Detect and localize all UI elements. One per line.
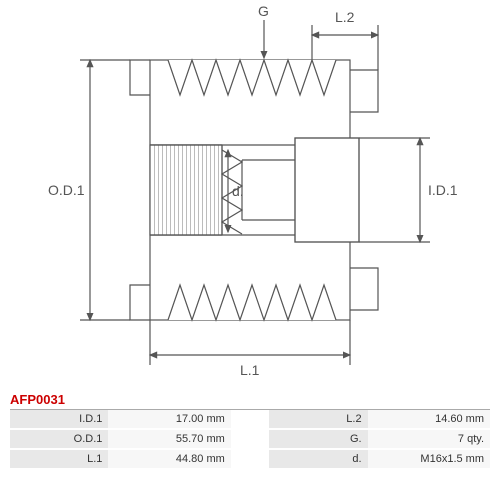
table-row: L.1 44.80 mm d. M16x1.5 mm <box>10 449 490 468</box>
spec-value: M16x1.5 mm <box>368 449 490 468</box>
spec-label: L.2 <box>269 410 367 429</box>
label-g: G <box>258 3 269 19</box>
spec-value: 17.00 mm <box>108 410 230 429</box>
label-l2: L.2 <box>335 9 355 25</box>
label-id1: I.D.1 <box>428 182 458 198</box>
spec-label: O.D.1 <box>10 429 108 449</box>
page-container: G L.2 O.D.1 d. I.D.1 L.1 AFP0031 I.D.1 1… <box>0 0 500 500</box>
label-od1: O.D.1 <box>48 182 85 198</box>
spec-label: G. <box>269 429 367 449</box>
table-row: O.D.1 55.70 mm G. 7 qty. <box>10 429 490 449</box>
spec-label: d. <box>269 449 367 468</box>
spec-value: 14.60 mm <box>368 410 490 429</box>
label-d: d. <box>232 183 244 199</box>
label-l1: L.1 <box>240 362 260 378</box>
spec-label: I.D.1 <box>10 410 108 429</box>
spec-value: 7 qty. <box>368 429 490 449</box>
technical-drawing: G L.2 O.D.1 d. I.D.1 L.1 <box>10 0 490 390</box>
spec-table: I.D.1 17.00 mm L.2 14.60 mm O.D.1 55.70 … <box>10 410 490 468</box>
table-row: I.D.1 17.00 mm L.2 14.60 mm <box>10 410 490 429</box>
spec-table-area: AFP0031 I.D.1 17.00 mm L.2 14.60 mm O.D.… <box>10 390 490 468</box>
spec-value: 55.70 mm <box>108 429 230 449</box>
spec-label: L.1 <box>10 449 108 468</box>
part-number: AFP0031 <box>10 390 490 410</box>
spec-value: 44.80 mm <box>108 449 230 468</box>
drawing-svg: G L.2 O.D.1 d. I.D.1 L.1 <box>10 0 490 390</box>
